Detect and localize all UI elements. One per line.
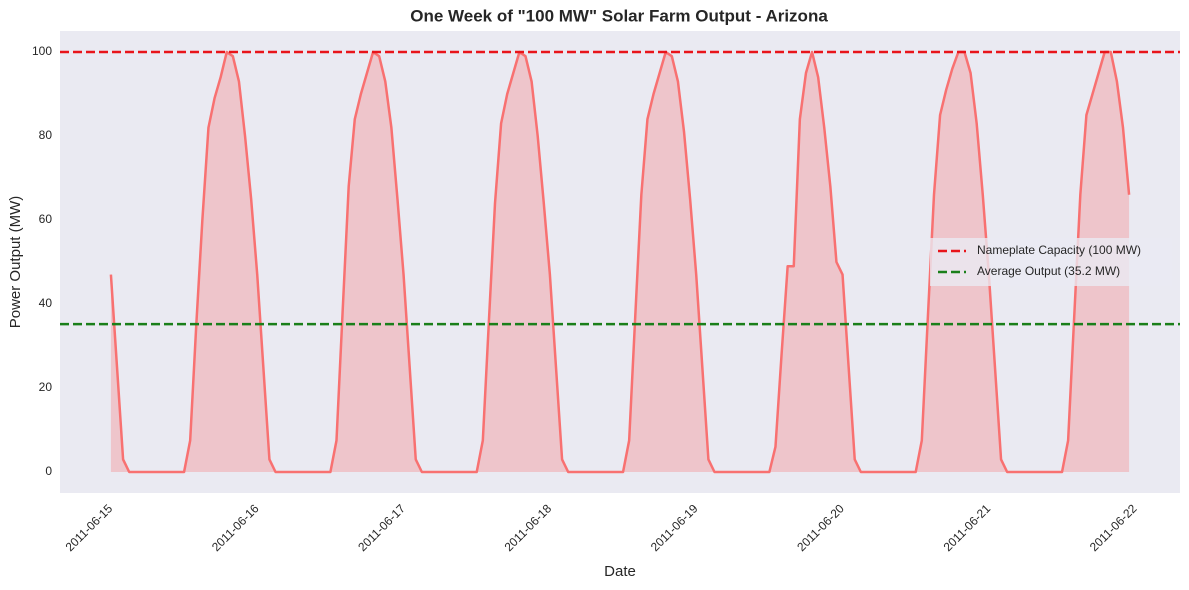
legend-box xyxy=(930,238,1172,286)
chart-title: One Week of "100 MW" Solar Farm Output -… xyxy=(410,6,828,25)
x-tick-label: 2011-06-22 xyxy=(1087,501,1140,554)
x-tick-label: 2011-06-20 xyxy=(794,501,847,554)
x-tick-label: 2011-06-21 xyxy=(941,501,994,554)
y-tick-label: 60 xyxy=(39,212,53,226)
x-tick-label: 2011-06-18 xyxy=(502,501,555,554)
y-tick-label: 40 xyxy=(39,296,53,310)
y-axis-label: Power Output (MW) xyxy=(7,196,24,329)
x-tick-label: 2011-06-17 xyxy=(355,501,408,554)
y-tick-label: 100 xyxy=(32,44,52,58)
y-tick-label: 80 xyxy=(39,128,53,142)
x-tick-label: 2011-06-19 xyxy=(648,501,701,554)
legend-label: Nameplate Capacity (100 MW) xyxy=(977,243,1141,257)
x-axis-label: Date xyxy=(604,563,636,580)
y-tick-label: 0 xyxy=(45,464,52,478)
legend: Nameplate Capacity (100 MW) Average Outpu… xyxy=(930,238,1172,286)
legend-label: Average Output (35.2 MW) xyxy=(977,264,1120,278)
y-tick-label: 20 xyxy=(39,380,53,394)
x-tick-label: 2011-06-15 xyxy=(63,501,116,554)
x-tick-label: 2011-06-16 xyxy=(209,501,262,554)
area-fill xyxy=(110,52,1130,472)
